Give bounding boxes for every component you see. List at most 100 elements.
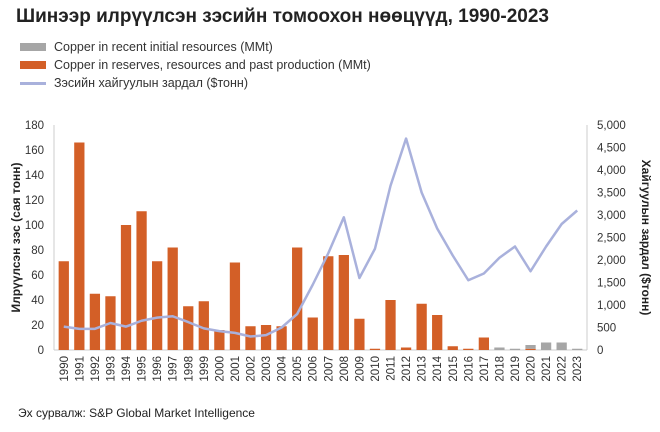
y2-tick-label: 0 bbox=[597, 345, 603, 357]
source-note: Эх сурвалж: S&P Global Market Intelligen… bbox=[18, 406, 255, 420]
x-tick-label: 1998 bbox=[183, 356, 195, 382]
y-tick-label: 120 bbox=[25, 195, 44, 207]
bar-reserves-1998 bbox=[183, 306, 194, 350]
x-tick-label: 2017 bbox=[479, 356, 491, 382]
y-tick-label: 160 bbox=[25, 145, 44, 157]
x-tick-label: 2018 bbox=[494, 356, 506, 382]
y-tick-label: 100 bbox=[25, 220, 44, 232]
bar-reserves-2003 bbox=[260, 325, 272, 350]
x-tick-label: 1999 bbox=[199, 356, 211, 382]
y-tick-label: 80 bbox=[31, 245, 44, 257]
x-tick-label: 1996 bbox=[152, 356, 164, 382]
x-tick-label: 2009 bbox=[354, 356, 366, 382]
y2-tick-label: 1,000 bbox=[597, 300, 626, 312]
y2-tick-label: 500 bbox=[597, 323, 616, 335]
x-tick-label: 1995 bbox=[137, 356, 149, 382]
bar-reserves-2012 bbox=[400, 347, 412, 350]
bar-reserves-2007 bbox=[323, 256, 334, 350]
x-tick-label: 1992 bbox=[90, 356, 102, 382]
y2-tick-label: 3,500 bbox=[597, 188, 626, 200]
bar-reserves-2014 bbox=[432, 315, 443, 350]
legend-swatch bbox=[20, 81, 46, 85]
x-tick-label: 1997 bbox=[168, 356, 180, 382]
y2-tick-label: 4,000 bbox=[597, 165, 626, 177]
bar-reserves-2002 bbox=[245, 326, 256, 350]
line-exploration-cost bbox=[63, 137, 579, 338]
x-tick-label: 2011 bbox=[386, 356, 398, 381]
y2-tick-label: 1,500 bbox=[597, 278, 626, 290]
y-tick-label: 60 bbox=[31, 270, 44, 282]
chart-title: Шинээр илрүүлсэн зэсийн томоохон нөөцүүд… bbox=[16, 6, 550, 27]
x-tick-label: 2022 bbox=[557, 356, 569, 382]
bar-reserves-1990 bbox=[58, 261, 69, 350]
x-tick-label: 2001 bbox=[230, 356, 242, 382]
x-tick-label: 2014 bbox=[432, 355, 444, 381]
x-tick-label: 2020 bbox=[526, 356, 538, 382]
bar-reserves-2010 bbox=[369, 348, 381, 350]
legend-label: Зэсийн хайгуулын зардал ($тонн) bbox=[54, 76, 248, 90]
x-tick-label: 2012 bbox=[401, 356, 413, 382]
bar-reserves-2001 bbox=[229, 262, 241, 350]
y2-tick-label: 4,500 bbox=[597, 143, 626, 155]
x-tick-label: 1991 bbox=[74, 356, 86, 382]
bar-initial-2022 bbox=[556, 342, 567, 350]
y2-tick-label: 2,500 bbox=[597, 233, 626, 245]
y2-axis-label: Хайгуулын зардал ($тонн) bbox=[639, 160, 653, 316]
bar-reserves-2000 bbox=[214, 330, 225, 350]
x-tick-label: 2023 bbox=[572, 356, 584, 382]
bar-reserves-1994 bbox=[120, 225, 132, 350]
bar-reserves-2016 bbox=[463, 348, 474, 350]
x-tick-label: 2003 bbox=[261, 356, 273, 382]
bar-reserves-2013 bbox=[416, 303, 427, 350]
y-axis-label: Илрүүлсэн зэс (сая тонн) bbox=[9, 162, 23, 312]
legend-item-reserves: Copper in reserves, resources and past p… bbox=[20, 56, 371, 74]
x-tick-label: 2019 bbox=[510, 356, 522, 382]
x-tick-label: 2016 bbox=[463, 356, 475, 382]
legend: Copper in recent initial resources (MMt)… bbox=[20, 38, 371, 92]
y-tick-label: 20 bbox=[31, 320, 44, 332]
bar-reserves-2011 bbox=[385, 300, 396, 350]
bar-reserves-2008 bbox=[338, 255, 349, 350]
y2-tick-label: 2,000 bbox=[597, 255, 626, 267]
x-tick-label: 2005 bbox=[292, 356, 304, 382]
bar-reserves-1991 bbox=[74, 142, 85, 350]
y-tick-label: 0 bbox=[38, 345, 44, 357]
legend-swatch bbox=[20, 61, 46, 69]
x-tick-label: 1990 bbox=[59, 356, 71, 382]
bar-reserves-1992 bbox=[89, 293, 101, 350]
bar-initial-2018 bbox=[494, 347, 505, 350]
bar-reserves-2015 bbox=[447, 346, 458, 350]
bar-initial-2023 bbox=[572, 348, 583, 350]
legend-item-cost: Зэсийн хайгуулын зардал ($тонн) bbox=[20, 74, 371, 92]
x-tick-label: 2006 bbox=[308, 356, 320, 382]
y2-tick-label: 5,000 bbox=[597, 120, 626, 132]
bar-reserves-2009 bbox=[354, 318, 365, 350]
bar-reserves-1996 bbox=[151, 261, 163, 350]
bar-initial-2019 bbox=[509, 348, 521, 350]
x-tick-label: 1994 bbox=[121, 355, 133, 381]
legend-label: Copper in recent initial resources (MMt) bbox=[54, 40, 273, 54]
x-tick-label: 2021 bbox=[541, 356, 553, 382]
bar-reserves-1997 bbox=[167, 247, 178, 350]
legend-label: Copper in reserves, resources and past p… bbox=[54, 58, 371, 72]
bar-initial-2021 bbox=[540, 342, 552, 350]
x-tick-label: 2002 bbox=[245, 356, 257, 382]
legend-item-initial: Copper in recent initial resources (MMt) bbox=[20, 38, 371, 56]
bar-reserves-2006 bbox=[307, 317, 318, 350]
x-tick-label: 2004 bbox=[277, 355, 289, 381]
legend-swatch bbox=[20, 43, 46, 51]
bar-reserves-2017 bbox=[478, 337, 490, 350]
x-tick-label: 2007 bbox=[323, 356, 335, 382]
x-tick-label: 2000 bbox=[214, 356, 226, 382]
bar-reserves-1999 bbox=[198, 301, 209, 350]
x-tick-label: 2010 bbox=[370, 356, 382, 382]
x-tick-label: 2008 bbox=[339, 356, 351, 382]
bar-reserves-1995 bbox=[136, 211, 147, 350]
bar-reserves-2020 bbox=[525, 348, 536, 350]
x-tick-label: 2015 bbox=[448, 356, 460, 382]
x-tick-label: 2013 bbox=[417, 356, 429, 382]
bar-initial-2020 bbox=[525, 345, 536, 349]
y2-tick-label: 3,000 bbox=[597, 210, 626, 222]
